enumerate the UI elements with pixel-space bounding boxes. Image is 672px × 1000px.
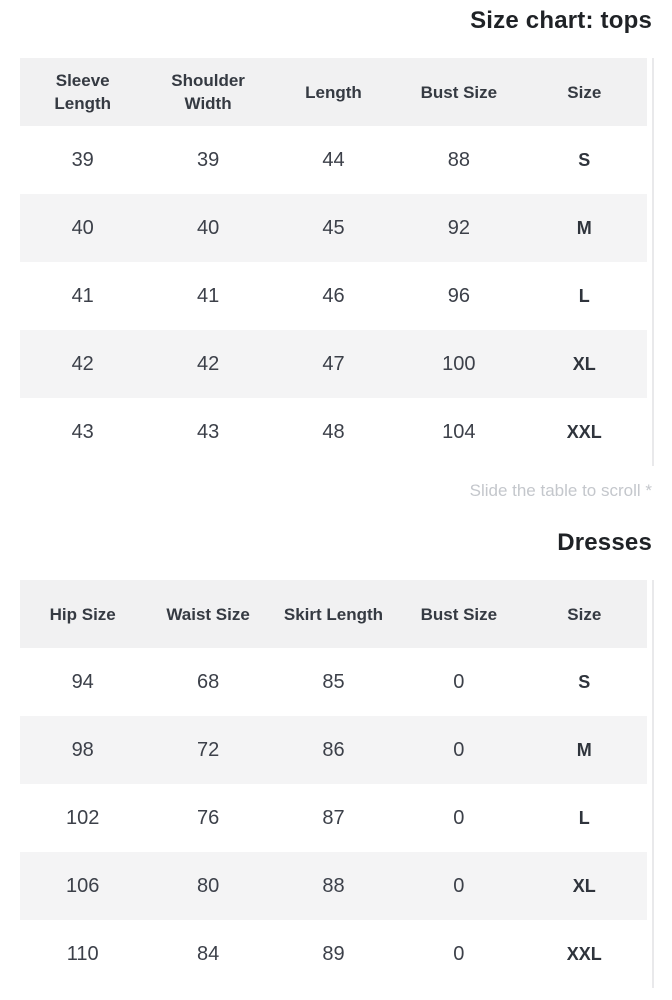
cell-value: 100 bbox=[442, 352, 476, 375]
cell-value: 42 bbox=[196, 352, 220, 375]
cell-value: 76 bbox=[196, 806, 220, 829]
cell-value: 44 bbox=[322, 148, 345, 171]
col-waist-size: Waist Size bbox=[145, 580, 271, 648]
col-size: Size bbox=[521, 580, 647, 648]
cell-value: 94 bbox=[71, 670, 94, 693]
cell-value: 41 bbox=[71, 284, 94, 307]
cell-size-label: M bbox=[576, 217, 592, 238]
dresses-table-scroll-container[interactable]: Hip Size Waist Size Skirt Length Bust Si… bbox=[20, 580, 654, 988]
cell-value: 0 bbox=[453, 738, 465, 761]
cell-size-label: XL bbox=[572, 353, 596, 374]
tops-row-l: 41 41 46 96 L bbox=[20, 262, 647, 330]
dresses-row-s: 94 68 85 0 S bbox=[20, 648, 647, 716]
cell-value: 88 bbox=[447, 148, 470, 171]
dresses-row-m: 98 72 86 0 M bbox=[20, 716, 647, 784]
tops-row-m: 40 40 45 92 M bbox=[20, 194, 647, 262]
dresses-row-xxl: 110 84 89 0 XXL bbox=[20, 920, 647, 988]
tops-size-table: Sleeve Length Shoulder Width Length Bust… bbox=[20, 58, 647, 466]
cell-value: 45 bbox=[322, 216, 345, 239]
col-size: Size bbox=[521, 58, 647, 126]
cell-size-label: M bbox=[576, 739, 592, 760]
cell-value: 80 bbox=[196, 874, 220, 897]
cell-size-label: XXL bbox=[566, 421, 602, 442]
cell-value: 0 bbox=[453, 670, 465, 693]
slide-to-scroll-hint: Slide the table to scroll * bbox=[469, 481, 652, 500]
dresses-section-title: Dresses bbox=[557, 529, 652, 556]
cell-value: 84 bbox=[196, 942, 220, 965]
col-bust-size: Bust Size bbox=[396, 580, 522, 648]
col-length: Length bbox=[270, 58, 397, 126]
cell-value: 40 bbox=[71, 216, 94, 239]
col-hip-size: Hip Size bbox=[20, 580, 146, 648]
cell-value: 0 bbox=[453, 874, 465, 897]
cell-value: 39 bbox=[196, 148, 220, 171]
dresses-row-l: 102 76 87 0 L bbox=[20, 784, 647, 852]
cell-value: 102 bbox=[66, 806, 100, 829]
cell-value: 104 bbox=[442, 420, 476, 443]
cell-value: 96 bbox=[447, 284, 470, 307]
cell-value: 92 bbox=[447, 216, 470, 239]
tops-header-row: Sleeve Length Shoulder Width Length Bust… bbox=[20, 58, 647, 126]
tops-table-header: Sleeve Length Shoulder Width Length Bust… bbox=[20, 58, 647, 126]
dresses-size-table: Hip Size Waist Size Skirt Length Bust Si… bbox=[20, 580, 647, 988]
cell-size-label: L bbox=[578, 807, 590, 828]
cell-value: 43 bbox=[71, 420, 94, 443]
dresses-table-body: 94 68 85 0 S 98 72 86 0 M 102 76 87 bbox=[20, 648, 647, 988]
cell-value: 0 bbox=[453, 806, 465, 829]
cell-size-label: L bbox=[578, 285, 590, 306]
cell-value: 47 bbox=[322, 352, 345, 375]
cell-value: 43 bbox=[196, 420, 220, 443]
cell-size-label: XXL bbox=[566, 943, 602, 964]
tops-row-s: 39 39 44 88 S bbox=[20, 126, 647, 194]
cell-value: 106 bbox=[66, 874, 100, 897]
cell-value: 87 bbox=[322, 806, 345, 829]
col-skirt-length: Skirt Length bbox=[270, 580, 397, 648]
tops-row-xxl: 43 43 48 104 XXL bbox=[20, 398, 647, 466]
cell-size-label: S bbox=[578, 671, 591, 692]
cell-value: 0 bbox=[453, 942, 465, 965]
dresses-row-xl: 106 80 88 0 XL bbox=[20, 852, 647, 920]
cell-value: 39 bbox=[71, 148, 94, 171]
cell-value: 85 bbox=[322, 670, 345, 693]
col-sleeve-length: Sleeve Length bbox=[20, 58, 146, 126]
cell-value: 89 bbox=[322, 942, 345, 965]
dresses-header-row: Hip Size Waist Size Skirt Length Bust Si… bbox=[20, 580, 647, 648]
tops-section-title: Size chart: tops bbox=[470, 7, 652, 34]
cell-value: 68 bbox=[196, 670, 220, 693]
cell-value: 110 bbox=[66, 942, 99, 965]
dresses-table-header: Hip Size Waist Size Skirt Length Bust Si… bbox=[20, 580, 647, 648]
cell-value: 46 bbox=[322, 284, 345, 307]
cell-value: 86 bbox=[322, 738, 345, 761]
cell-value: 88 bbox=[322, 874, 345, 897]
cell-value: 42 bbox=[71, 352, 94, 375]
cell-value: 48 bbox=[322, 420, 345, 443]
cell-size-label: S bbox=[578, 149, 591, 170]
tops-row-xl: 42 42 47 100 XL bbox=[20, 330, 647, 398]
col-shoulder-width: Shoulder Width bbox=[145, 58, 271, 126]
cell-size-label: XL bbox=[572, 875, 596, 896]
col-bust-size: Bust Size bbox=[396, 58, 522, 126]
cell-value: 40 bbox=[196, 216, 220, 239]
cell-value: 41 bbox=[196, 284, 220, 307]
cell-value: 98 bbox=[71, 738, 94, 761]
cell-value: 72 bbox=[196, 738, 220, 761]
tops-table-scroll-container[interactable]: Sleeve Length Shoulder Width Length Bust… bbox=[20, 58, 654, 466]
tops-table-body: 39 39 44 88 S 40 40 45 92 M 41 41 46 bbox=[20, 126, 647, 466]
